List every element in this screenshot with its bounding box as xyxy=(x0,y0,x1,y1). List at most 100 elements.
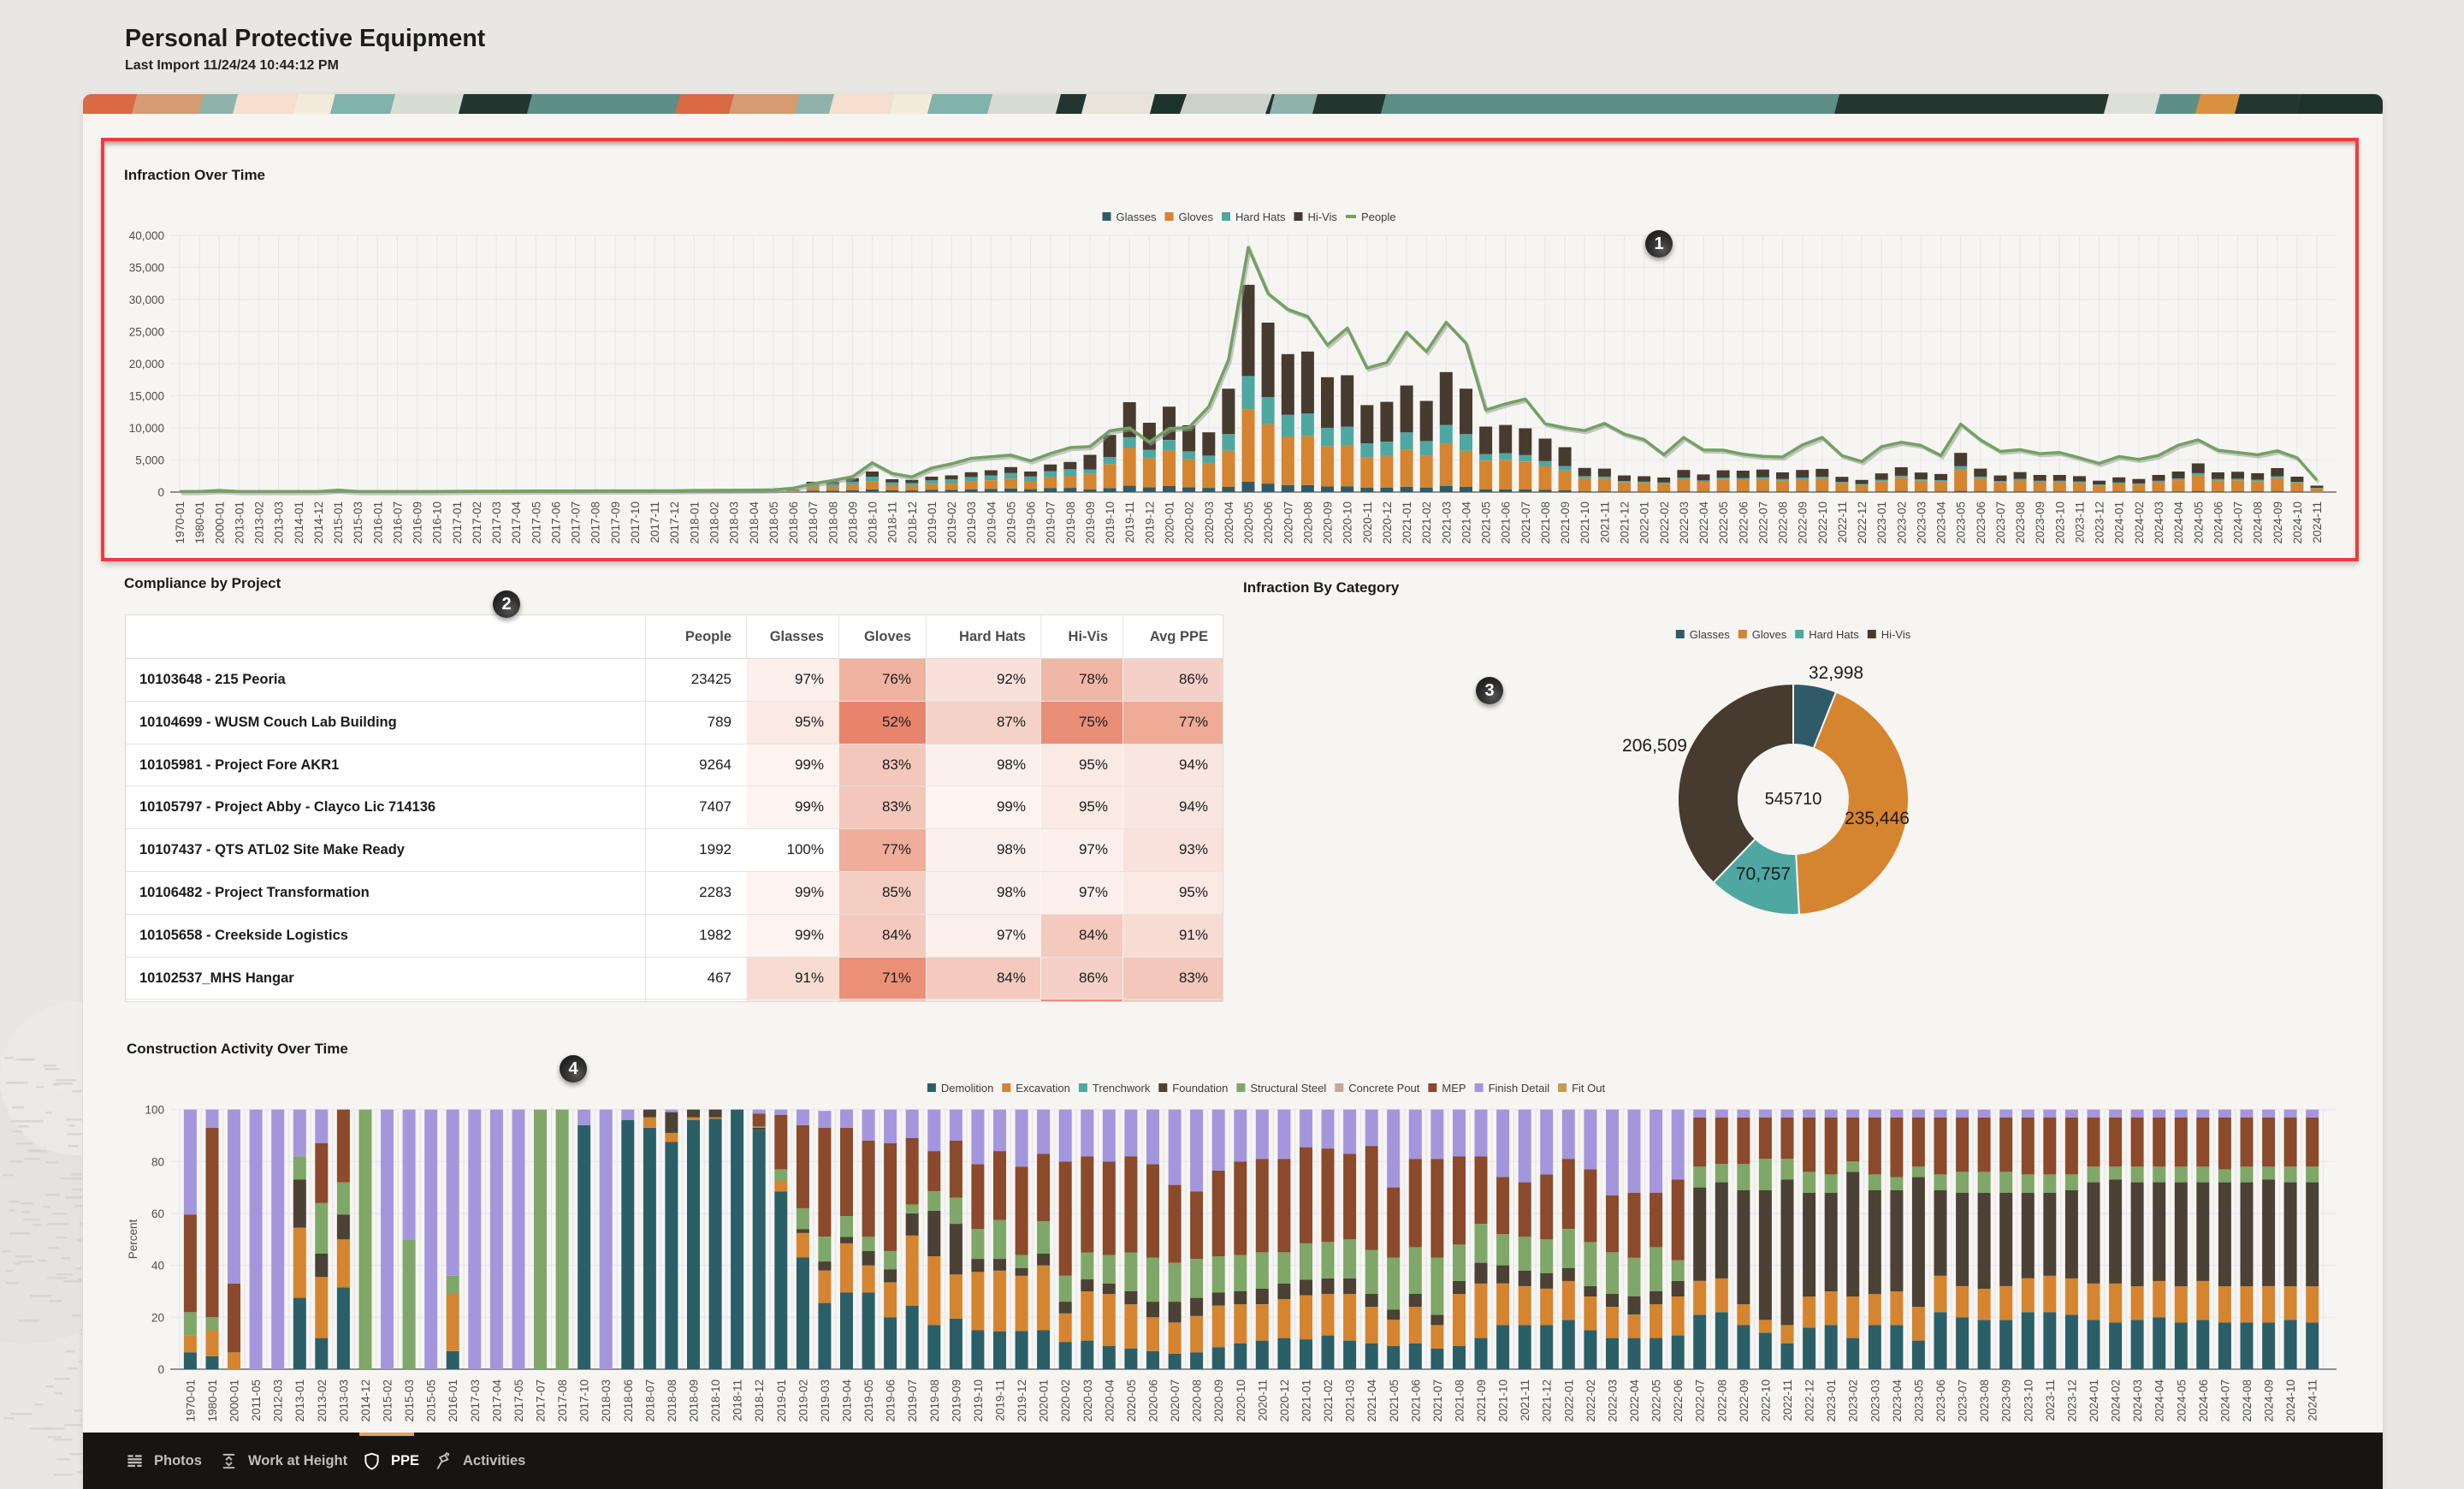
svg-text:Foundation: Foundation xyxy=(1172,1082,1228,1095)
svg-text:2020-06: 2020-06 xyxy=(1262,501,1275,544)
svg-text:2022-02: 2022-02 xyxy=(1584,1379,1597,1422)
svg-text:2024-07: 2024-07 xyxy=(2232,501,2245,544)
svg-text:2017-03: 2017-03 xyxy=(490,501,503,544)
svg-text:2019-02: 2019-02 xyxy=(797,1379,809,1422)
svg-text:80: 80 xyxy=(151,1155,164,1168)
svg-text:20: 20 xyxy=(151,1311,164,1324)
svg-text:2017-10: 2017-10 xyxy=(578,1379,591,1422)
svg-text:2024-01: 2024-01 xyxy=(2088,1379,2100,1422)
svg-text:2023-04: 2023-04 xyxy=(1891,1379,1904,1422)
svg-text:15,000: 15,000 xyxy=(129,390,164,403)
svg-text:2020-07: 2020-07 xyxy=(1169,1379,1182,1422)
svg-text:Gloves: Gloves xyxy=(1179,211,1214,223)
svg-text:2022-10: 2022-10 xyxy=(1816,501,1829,544)
svg-text:0: 0 xyxy=(157,1363,164,1376)
svg-text:2015-03: 2015-03 xyxy=(352,501,364,544)
svg-text:2022-07: 2022-07 xyxy=(1756,501,1769,544)
svg-text:2021-09: 2021-09 xyxy=(1559,501,1572,544)
svg-text:545710: 545710 xyxy=(1765,790,1822,809)
svg-text:2020-08: 2020-08 xyxy=(1191,1379,1204,1422)
svg-text:MEP: MEP xyxy=(1442,1082,1466,1095)
svg-text:2020-10: 2020-10 xyxy=(1342,501,1354,544)
svg-text:Hard Hats: Hard Hats xyxy=(1235,211,1286,223)
svg-text:2021-10: 2021-10 xyxy=(1578,501,1591,544)
svg-text:100: 100 xyxy=(145,1104,164,1117)
svg-text:2017-03: 2017-03 xyxy=(469,1379,482,1422)
svg-text:2023-01: 2023-01 xyxy=(1825,1379,1838,1422)
svg-text:2021-12: 2021-12 xyxy=(1619,501,1632,544)
svg-text:2013-01: 2013-01 xyxy=(293,1379,306,1422)
svg-text:2019-04: 2019-04 xyxy=(841,1379,854,1422)
svg-text:2015-02: 2015-02 xyxy=(382,1379,394,1422)
svg-text:25,000: 25,000 xyxy=(129,326,164,339)
svg-text:2019-04: 2019-04 xyxy=(985,501,998,544)
svg-text:2024-03: 2024-03 xyxy=(2131,1379,2144,1422)
svg-text:2016-10: 2016-10 xyxy=(431,501,444,544)
svg-text:2015-01: 2015-01 xyxy=(332,501,345,544)
svg-text:2020-02: 2020-02 xyxy=(1059,1379,1072,1422)
svg-text:30,000: 30,000 xyxy=(129,294,164,306)
svg-text:2021-03: 2021-03 xyxy=(1440,501,1453,544)
svg-text:Finish Detail: Finish Detail xyxy=(1489,1082,1550,1095)
svg-text:2022-05: 2022-05 xyxy=(1717,501,1730,544)
svg-text:Excavation: Excavation xyxy=(1016,1082,1070,1095)
svg-text:1970-01: 1970-01 xyxy=(174,501,187,544)
svg-text:2022-08: 2022-08 xyxy=(1777,501,1790,544)
svg-text:2011-05: 2011-05 xyxy=(250,1379,263,1421)
svg-text:2017-12: 2017-12 xyxy=(668,501,681,544)
svg-text:2021-02: 2021-02 xyxy=(1420,501,1433,544)
svg-text:2022-04: 2022-04 xyxy=(1697,501,1710,544)
svg-text:2023-09: 2023-09 xyxy=(2034,501,2046,544)
svg-text:2020-01: 2020-01 xyxy=(1164,501,1176,544)
svg-text:2019-09: 2019-09 xyxy=(950,1379,962,1422)
svg-text:2020-03: 2020-03 xyxy=(1081,1379,1094,1422)
svg-text:2022-04: 2022-04 xyxy=(1628,1379,1641,1422)
svg-text:2024-11: 2024-11 xyxy=(2311,501,2324,543)
svg-text:2014-12: 2014-12 xyxy=(312,501,325,544)
svg-text:2023-11: 2023-11 xyxy=(2074,501,2087,543)
svg-text:2023-11: 2023-11 xyxy=(2044,1379,2057,1421)
svg-text:2017-05: 2017-05 xyxy=(512,1379,525,1422)
svg-text:2019-05: 2019-05 xyxy=(1005,501,1018,544)
svg-text:2017-08: 2017-08 xyxy=(556,1379,569,1422)
svg-text:2023-02: 2023-02 xyxy=(1895,501,1908,544)
svg-text:2017-04: 2017-04 xyxy=(510,501,523,544)
svg-text:60: 60 xyxy=(151,1207,164,1220)
svg-text:1980-01: 1980-01 xyxy=(193,501,206,544)
svg-text:2022-08: 2022-08 xyxy=(1715,1379,1728,1422)
svg-text:2021-05: 2021-05 xyxy=(1480,501,1493,544)
svg-text:2020-05: 2020-05 xyxy=(1125,1379,1138,1422)
svg-text:2022-03: 2022-03 xyxy=(1678,501,1691,544)
svg-text:2023-07: 2023-07 xyxy=(1957,1379,1969,1422)
svg-text:2022-01: 2022-01 xyxy=(1638,501,1651,544)
svg-text:2020-01: 2020-01 xyxy=(1038,1379,1051,1422)
svg-text:2016-07: 2016-07 xyxy=(391,501,404,544)
svg-text:2022-09: 2022-09 xyxy=(1738,1379,1750,1422)
svg-text:2018-07: 2018-07 xyxy=(643,1379,656,1422)
svg-text:2018-11: 2018-11 xyxy=(886,501,899,543)
svg-text:2019-11: 2019-11 xyxy=(1123,501,1136,543)
svg-text:2022-11: 2022-11 xyxy=(1836,501,1849,543)
svg-text:2017-07: 2017-07 xyxy=(570,501,583,544)
svg-text:2018-12: 2018-12 xyxy=(753,1379,766,1422)
svg-text:2018-02: 2018-02 xyxy=(708,501,721,544)
svg-text:2021-04: 2021-04 xyxy=(1365,1379,1378,1422)
svg-text:2019-11: 2019-11 xyxy=(994,1379,1007,1421)
svg-text:35,000: 35,000 xyxy=(129,262,164,275)
svg-text:2018-08: 2018-08 xyxy=(826,501,839,544)
svg-text:Hi-Vis: Hi-Vis xyxy=(1308,211,1338,223)
svg-text:2019-08: 2019-08 xyxy=(1064,501,1077,544)
svg-text:2020-10: 2020-10 xyxy=(1235,1379,1247,1422)
svg-text:2023-02: 2023-02 xyxy=(1847,1379,1860,1422)
svg-text:2021-11: 2021-11 xyxy=(1519,1379,1531,1421)
svg-text:2024-06: 2024-06 xyxy=(2212,501,2224,544)
svg-text:2019-03: 2019-03 xyxy=(819,1379,832,1422)
svg-text:2023-10: 2023-10 xyxy=(2022,1379,2035,1422)
svg-text:2019-10: 2019-10 xyxy=(1104,501,1116,544)
svg-text:Demolition: Demolition xyxy=(941,1082,993,1095)
svg-text:2023-12: 2023-12 xyxy=(2065,1379,2078,1422)
svg-text:Trenchwork: Trenchwork xyxy=(1093,1082,1151,1095)
svg-text:2000-01: 2000-01 xyxy=(213,501,226,544)
svg-text:2023-03: 2023-03 xyxy=(1869,1379,1881,1422)
svg-text:2018-04: 2018-04 xyxy=(748,501,761,544)
